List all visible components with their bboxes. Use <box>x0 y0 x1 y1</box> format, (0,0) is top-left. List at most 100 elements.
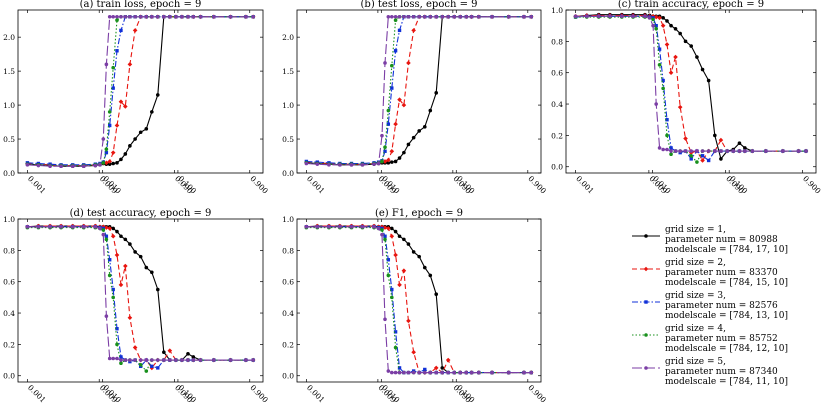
x-tick-label: 0.001 <box>26 383 48 405</box>
x-tick-label: 0.001 <box>26 174 48 196</box>
data-point <box>677 104 683 110</box>
data-point <box>673 27 678 31</box>
data-point <box>428 14 433 19</box>
data-point <box>98 163 102 167</box>
panel-title: (b) test loss, epoch = 9 <box>361 0 478 10</box>
y-tick-label: 0.6 <box>282 278 294 287</box>
data-point <box>706 149 711 153</box>
data-point <box>397 366 402 370</box>
series-line <box>27 227 254 372</box>
data-point <box>386 157 391 163</box>
panel-3: (c) train accuracy, epoch = 9 0.0 0.2 0.4 0.… <box>551 0 823 196</box>
plot-frame <box>565 9 817 174</box>
data-point <box>743 149 747 153</box>
series-line <box>306 226 532 374</box>
legend-entry-text: parameter num = 83370 <box>665 268 778 278</box>
x-tick-label: 0.900 <box>801 174 823 196</box>
data-point <box>700 154 705 158</box>
data-point <box>144 369 149 373</box>
data-point <box>380 133 384 138</box>
data-point <box>150 110 154 114</box>
y-tick-label: 0.2 <box>551 131 563 140</box>
data-point <box>251 358 255 362</box>
data-point <box>522 370 526 375</box>
data-point <box>386 108 391 113</box>
data-point <box>186 14 190 19</box>
series-grid-size-4 <box>573 15 808 164</box>
data-point <box>661 147 665 152</box>
y-tick-label: 0.0 <box>551 163 563 172</box>
data-point <box>725 149 729 153</box>
y-tick-label: 0.0 <box>282 372 294 381</box>
data-point <box>700 149 705 153</box>
data-point <box>781 149 785 153</box>
data-point <box>750 149 755 153</box>
data-point <box>123 358 128 362</box>
data-point <box>452 370 457 375</box>
data-point <box>689 153 693 158</box>
data-point <box>107 356 112 361</box>
data-point <box>804 149 808 153</box>
data-point <box>104 237 109 242</box>
y-tick-label: 2.0 <box>3 33 15 42</box>
data-point <box>411 14 416 19</box>
series-line <box>27 226 254 361</box>
data-point <box>107 226 112 231</box>
data-point <box>107 123 112 128</box>
data-point <box>162 350 166 355</box>
data-point <box>411 370 416 375</box>
series-grid-size-4 <box>304 14 534 166</box>
panel-title: (c) train accuracy, epoch = 9 <box>618 0 764 10</box>
data-point <box>338 163 342 167</box>
data-point <box>706 78 711 83</box>
data-point <box>162 358 166 362</box>
series-grid-size-5 <box>25 14 255 169</box>
data-point <box>383 234 387 238</box>
legend-entry-text: parameter num = 80988 <box>665 235 778 245</box>
data-point <box>653 14 659 20</box>
data-point <box>338 225 342 229</box>
data-point <box>123 237 128 242</box>
data-point <box>111 14 115 19</box>
data-point <box>464 370 469 375</box>
data-point <box>111 287 115 292</box>
data-point <box>138 254 143 259</box>
data-point <box>669 146 673 150</box>
legend-entry-text: parameter num = 82576 <box>665 301 778 311</box>
data-point <box>654 23 658 28</box>
data-point <box>115 18 119 22</box>
series-grid-size-2 <box>573 13 809 163</box>
data-point <box>731 149 736 153</box>
y-tick-label: 1.5 <box>282 67 294 76</box>
data-point <box>669 23 673 28</box>
legend-entry-text: grid size = 2, <box>665 258 726 268</box>
plot-frame <box>17 9 264 174</box>
data-point <box>119 28 123 33</box>
data-point <box>168 14 172 19</box>
data-point <box>180 14 184 19</box>
legend: grid size = 1,parameter num = 80988model… <box>632 225 788 387</box>
data-point <box>138 14 143 19</box>
data-point <box>402 237 406 242</box>
data-point <box>668 70 674 75</box>
data-point <box>198 358 203 362</box>
data-point <box>155 358 160 362</box>
data-point <box>144 358 149 362</box>
data-point <box>389 148 395 154</box>
series-grid-size-5 <box>304 225 534 375</box>
data-point <box>402 14 406 19</box>
data-point <box>386 122 391 126</box>
data-point <box>123 104 128 109</box>
data-point <box>390 287 394 292</box>
series-line <box>27 16 254 167</box>
data-point <box>458 14 463 19</box>
data-point <box>428 273 433 278</box>
data-point <box>315 162 320 166</box>
data-point <box>411 250 416 254</box>
data-point <box>133 137 137 141</box>
series-line <box>27 16 254 167</box>
data-point <box>440 14 445 19</box>
data-point <box>477 370 481 375</box>
series-line <box>306 16 532 165</box>
data-point <box>661 16 665 20</box>
